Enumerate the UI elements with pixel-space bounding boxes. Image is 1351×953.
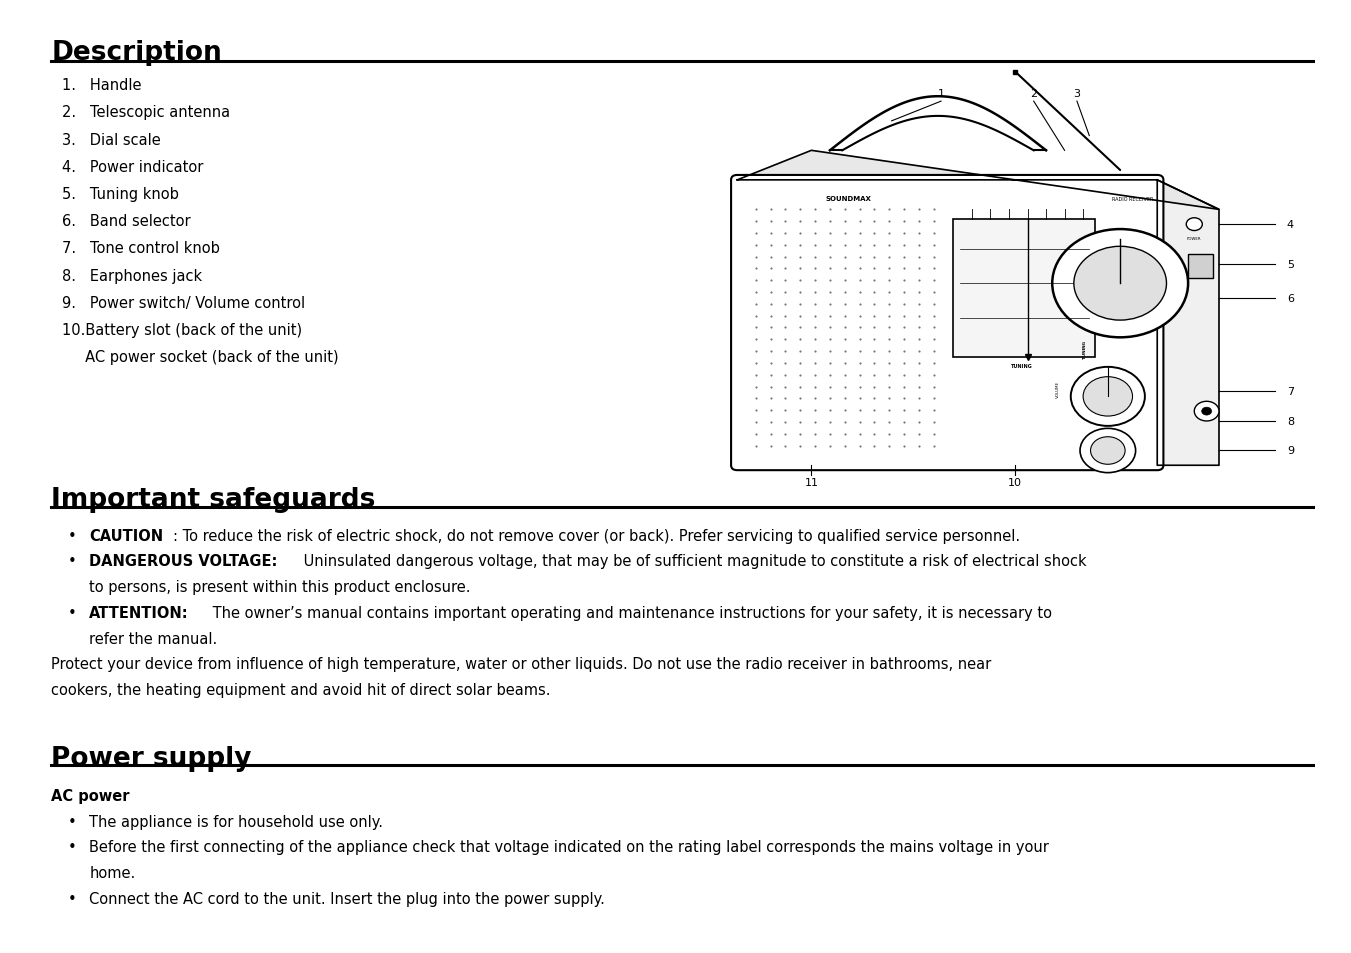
- Text: 1: 1: [938, 90, 944, 99]
- Text: CAUTION: CAUTION: [89, 528, 163, 543]
- Bar: [1188, 254, 1213, 279]
- Polygon shape: [738, 152, 1219, 211]
- Bar: [954, 220, 1096, 357]
- Text: 5: 5: [1288, 259, 1294, 270]
- Text: cookers, the heating equipment and avoid hit of direct solar beams.: cookers, the heating equipment and avoid…: [51, 682, 551, 698]
- Text: 3: 3: [1074, 90, 1081, 99]
- Circle shape: [1052, 230, 1188, 338]
- Text: 8.   Earphones jack: 8. Earphones jack: [62, 269, 203, 283]
- Text: RADIO RECEIVER: RADIO RECEIVER: [1112, 196, 1154, 201]
- Text: Connect the AC cord to the unit. Insert the plug into the power supply.: Connect the AC cord to the unit. Insert …: [89, 891, 605, 906]
- Text: 1.   Handle: 1. Handle: [62, 78, 142, 93]
- Circle shape: [1079, 429, 1136, 473]
- Text: ATTENTION:: ATTENTION:: [89, 605, 189, 620]
- Text: VOLUME: VOLUME: [1056, 381, 1061, 398]
- Circle shape: [1194, 402, 1219, 421]
- Text: 5.   Tuning knob: 5. Tuning knob: [62, 187, 180, 202]
- Text: TUNING: TUNING: [1011, 363, 1032, 369]
- Text: Before the first connecting of the appliance check that voltage indicated on the: Before the first connecting of the appli…: [89, 840, 1048, 855]
- Text: 2.   Telescopic antenna: 2. Telescopic antenna: [62, 105, 230, 120]
- Text: 7.   Tone control knob: 7. Tone control knob: [62, 241, 220, 256]
- Text: Power supply: Power supply: [51, 745, 251, 771]
- Text: 9: 9: [1288, 446, 1294, 456]
- Text: DANGEROUS VOLTAGE:: DANGEROUS VOLTAGE:: [89, 554, 277, 569]
- Text: 7: 7: [1288, 387, 1294, 397]
- Text: 10.Battery slot (back of the unit): 10.Battery slot (back of the unit): [62, 322, 303, 337]
- Text: SOUNDMAX: SOUNDMAX: [825, 195, 871, 201]
- Text: 10: 10: [1008, 477, 1023, 487]
- Text: home.: home.: [89, 865, 135, 881]
- Circle shape: [1074, 247, 1166, 321]
- Text: Important safeguards: Important safeguards: [51, 486, 376, 512]
- Text: : To reduce the risk of electric shock, do not remove cover (or back). Prefer se: : To reduce the risk of electric shock, …: [173, 528, 1020, 543]
- Text: POWER: POWER: [1188, 236, 1201, 241]
- Text: 8: 8: [1288, 416, 1294, 427]
- Text: •: •: [68, 891, 76, 906]
- Circle shape: [1201, 408, 1212, 416]
- Text: •: •: [68, 554, 76, 569]
- Text: AC power: AC power: [51, 788, 130, 803]
- Circle shape: [1084, 377, 1132, 416]
- Text: 9.   Power switch/ Volume control: 9. Power switch/ Volume control: [62, 295, 305, 311]
- Circle shape: [1071, 368, 1144, 426]
- Text: 11: 11: [804, 477, 819, 487]
- Text: TUNING: TUNING: [1084, 340, 1088, 358]
- Text: The owner’s manual contains important operating and maintenance instructions for: The owner’s manual contains important op…: [208, 605, 1052, 620]
- Circle shape: [1090, 437, 1125, 465]
- Text: refer the manual.: refer the manual.: [89, 631, 218, 646]
- Text: 3.   Dial scale: 3. Dial scale: [62, 132, 161, 148]
- Text: 4: 4: [1288, 220, 1294, 230]
- Text: 6: 6: [1288, 294, 1294, 304]
- Text: to persons, is present within this product enclosure.: to persons, is present within this produ…: [89, 579, 470, 595]
- Text: 6.   Band selector: 6. Band selector: [62, 213, 190, 229]
- Text: •: •: [68, 814, 76, 829]
- Text: •: •: [68, 840, 76, 855]
- FancyBboxPatch shape: [731, 175, 1163, 471]
- Text: The appliance is for household use only.: The appliance is for household use only.: [89, 814, 384, 829]
- Text: AC power socket (back of the unit): AC power socket (back of the unit): [62, 350, 339, 365]
- Text: Protect your device from influence of high temperature, water or other liquids. : Protect your device from influence of hi…: [51, 657, 992, 672]
- Text: 2: 2: [1031, 90, 1038, 99]
- Text: Uninsulated dangerous voltage, that may be of sufficient magnitude to constitute: Uninsulated dangerous voltage, that may …: [299, 554, 1086, 569]
- Polygon shape: [1158, 181, 1219, 466]
- Circle shape: [1186, 218, 1202, 232]
- Text: •: •: [68, 528, 76, 543]
- Text: •: •: [68, 605, 76, 620]
- Text: 4.   Power indicator: 4. Power indicator: [62, 159, 204, 174]
- Text: Description: Description: [51, 40, 222, 66]
